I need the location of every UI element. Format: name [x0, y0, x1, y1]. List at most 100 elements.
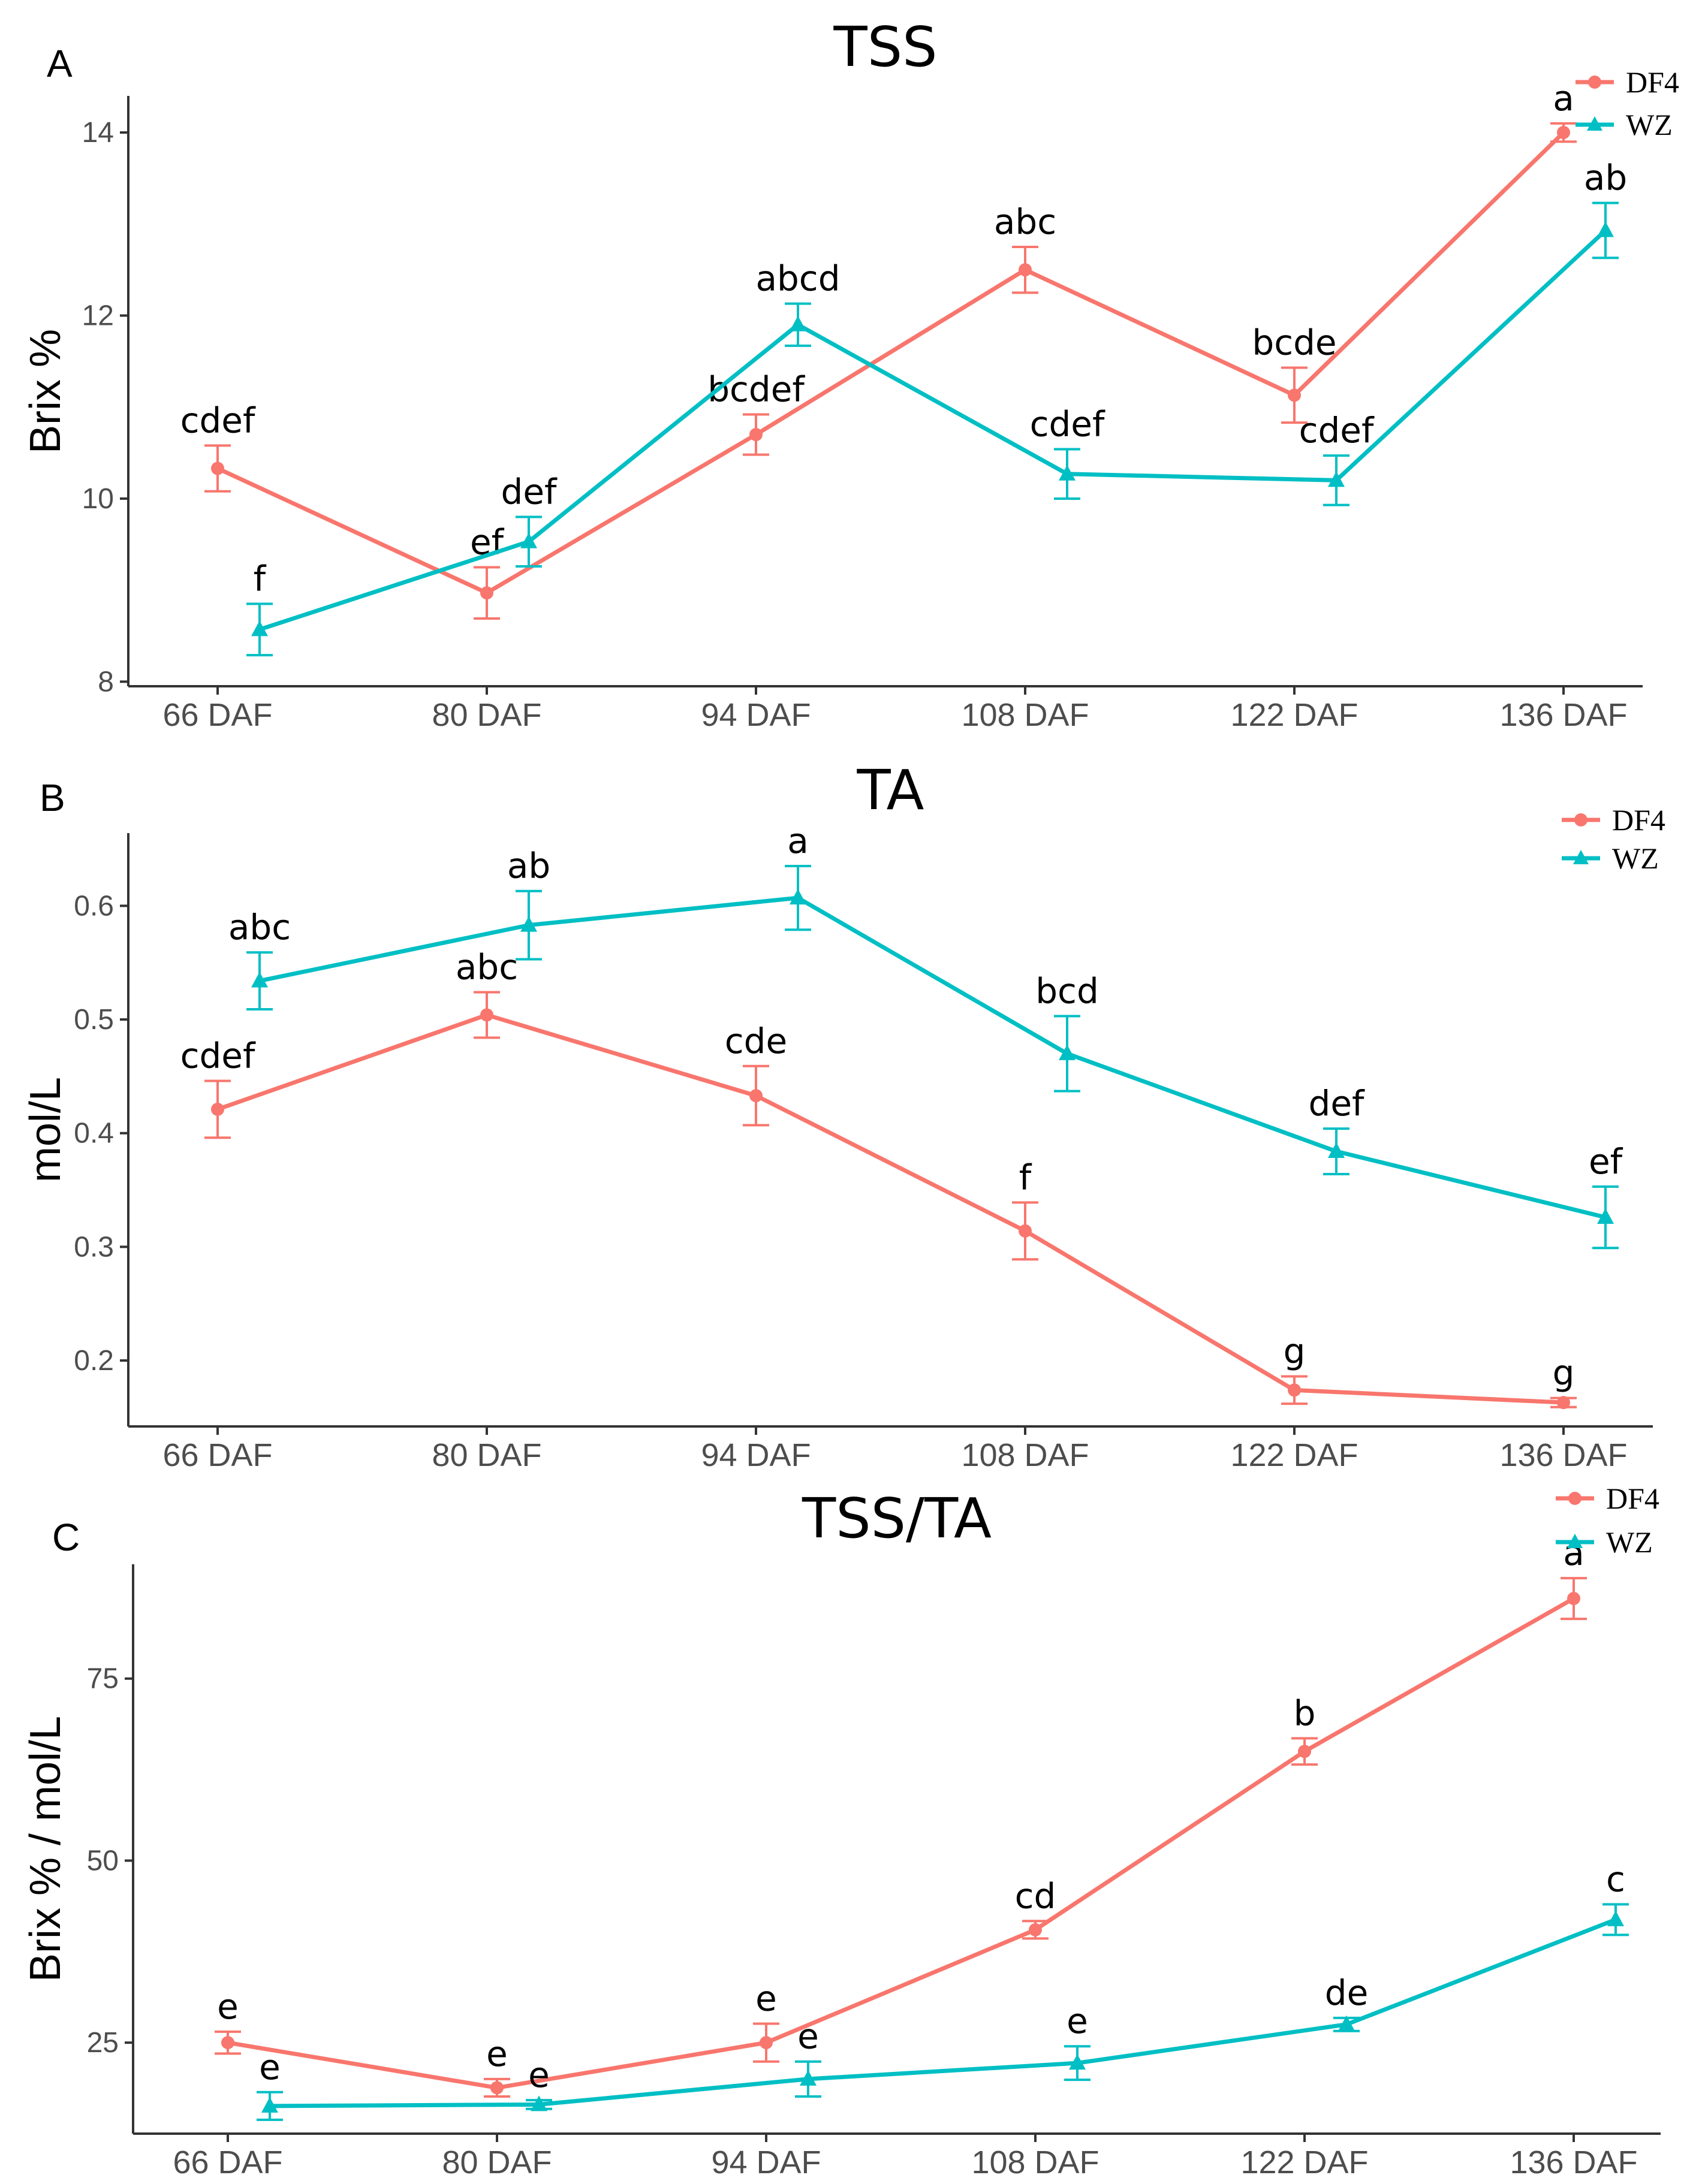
data-point: [1059, 1044, 1076, 1060]
significance-letter: f: [1019, 1157, 1032, 1197]
x-tick-label: 94 DAF: [701, 1437, 811, 1473]
data-point: [520, 916, 537, 932]
significance-letter: e: [217, 1986, 239, 2027]
significance-letter: a: [1553, 78, 1574, 119]
significance-letter: e: [1067, 2001, 1088, 2041]
y-tick-label: 10: [82, 483, 114, 515]
data-point: [1607, 1910, 1624, 1926]
data-point: [490, 2081, 504, 2095]
x-tick-label: 122 DAF: [1230, 697, 1358, 733]
x-tick-label: 108 DAF: [961, 697, 1089, 733]
data-point: [800, 2070, 817, 2086]
x-tick-label: 108 DAF: [971, 2144, 1099, 2180]
data-point: [261, 2096, 278, 2113]
x-tick-label: 136 DAF: [1499, 1437, 1627, 1473]
data-point: [1328, 471, 1345, 487]
x-tick-label: 80 DAF: [442, 2144, 552, 2180]
significance-letter: e: [797, 2016, 819, 2057]
chart-title: TSS/TA: [802, 1486, 992, 1550]
data-point: [1597, 221, 1614, 237]
significance-letter: bcde: [1252, 322, 1336, 363]
series-WZ: f def abcd cdef cdef ab: [246, 158, 1627, 657]
legend-label: WZ: [1612, 841, 1659, 875]
legend: DF4 WZ: [1562, 803, 1665, 875]
significance-letter: abc: [228, 907, 291, 948]
significance-letter: cdef: [180, 1035, 256, 1076]
legend: DF4 WZ: [1576, 65, 1679, 141]
y-tick-label: 0.3: [74, 1231, 114, 1263]
data-point: [251, 972, 268, 988]
significance-letter: f: [254, 559, 267, 599]
series-line-DF4: [216, 1012, 1564, 1405]
significance-letter: ef: [1589, 1141, 1623, 1182]
y-tick-label: 0.4: [74, 1118, 114, 1150]
legend-label: DF4: [1606, 1482, 1659, 1515]
data-point: [1059, 464, 1076, 481]
data-point: [211, 461, 224, 475]
panel-label: B: [40, 776, 65, 819]
circle-marker-icon: [1574, 813, 1587, 826]
data-point: [1328, 1142, 1345, 1159]
circle-marker-icon: [1588, 76, 1601, 89]
x-tick-label: 66 DAF: [162, 697, 272, 733]
data-point: [1597, 1208, 1614, 1224]
data-point: [749, 428, 763, 442]
data-point: [1288, 388, 1301, 402]
y-tick-label: 0.6: [74, 890, 114, 922]
data-point: [790, 889, 806, 905]
data-point: [1338, 2015, 1355, 2031]
significance-letter: bcdef: [707, 369, 805, 409]
data-point: [1557, 126, 1570, 140]
x-tick-label: 94 DAF: [701, 697, 811, 733]
data-point: [790, 315, 806, 331]
y-tick-label: 12: [82, 300, 114, 332]
significance-letter: ab: [507, 846, 550, 886]
series-line-DF4: [227, 1597, 1575, 2090]
series-line-DF4: [216, 131, 1565, 595]
triangle-marker-icon: [1573, 850, 1589, 864]
x-tick-label: 108 DAF: [961, 1437, 1089, 1473]
significance-letter: e: [259, 2047, 281, 2088]
panel-label: C: [52, 1516, 80, 1559]
data-point: [520, 532, 537, 548]
significance-letter: cdef: [1299, 410, 1375, 451]
data-point: [480, 586, 493, 600]
chart-title: TA: [857, 758, 924, 822]
y-tick-label: 14: [82, 117, 114, 149]
x-tick-label: 122 DAF: [1240, 2144, 1368, 2180]
significance-letter: a: [787, 820, 809, 861]
x-tick-label: 136 DAF: [1510, 2144, 1637, 2180]
x-tick-label: 94 DAF: [711, 2144, 821, 2180]
data-point: [480, 1008, 493, 1022]
significance-letter: b: [1294, 1693, 1316, 1733]
x-tick-label: 80 DAF: [432, 1437, 541, 1473]
y-tick-label: 8: [98, 666, 114, 698]
y-tick-label: 50: [87, 1845, 119, 1877]
panel-C: C TSS/TA Brix % / mol/L 25 50 75 66 DAF 80 DAF 9…: [22, 1482, 1661, 2180]
y-tick-label: 25: [87, 2027, 119, 2059]
significance-letter: e: [755, 1978, 777, 2019]
data-point: [749, 1089, 763, 1103]
series-line-WZ: [259, 895, 1606, 1220]
series-line-WZ: [269, 1917, 1617, 2108]
data-point: [1288, 1383, 1301, 1397]
significance-letter: cde: [725, 1021, 787, 1061]
legend-label: WZ: [1606, 1525, 1653, 1559]
significance-letter: de: [1325, 1972, 1369, 2013]
significance-letter: abc: [994, 201, 1056, 242]
significance-letter: def: [1309, 1083, 1366, 1124]
data-point: [760, 2036, 773, 2050]
panel-B: B TA mol/L 0.2 0.3 0.4 0.5 0.6 66 DAF 80 DAF 94 DA…: [22, 758, 1665, 1473]
data-point: [211, 1102, 224, 1116]
significance-letter: cdef: [180, 400, 256, 441]
significance-letter: g: [1553, 1353, 1575, 1393]
significance-letter: g: [1284, 1331, 1306, 1372]
y-tick-label: 0.2: [74, 1345, 114, 1377]
significance-letter: ab: [1584, 158, 1627, 198]
significance-letter: abc: [456, 947, 518, 988]
circle-marker-icon: [1568, 1492, 1582, 1505]
data-point: [221, 2036, 234, 2050]
